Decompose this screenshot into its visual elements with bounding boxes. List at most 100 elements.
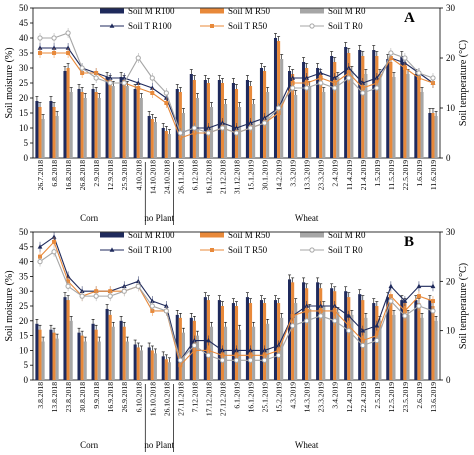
bar-soil-m-r0 xyxy=(55,116,59,158)
bar-soil-m-r0 xyxy=(139,98,143,158)
point-soil-t-r0 xyxy=(388,298,394,304)
bar-soil-m-r0 xyxy=(364,317,368,380)
bar-soil-m-r0 xyxy=(350,71,354,158)
legend-label: Soil T R50 xyxy=(228,21,268,31)
legend-label: Soil M R100 xyxy=(128,230,175,240)
point-soil-t-r100 xyxy=(262,115,267,120)
point-soil-t-r100 xyxy=(360,80,366,85)
bar-soil-m-r0 xyxy=(378,74,382,158)
point-soil-t-r0 xyxy=(219,125,226,131)
bar-soil-m-r50 xyxy=(80,335,84,380)
bar-soil-m-r100 xyxy=(400,300,404,380)
bar-soil-m-r50 xyxy=(417,80,421,158)
x-tick-label: 21.12.2018 xyxy=(218,160,227,194)
bar-soil-m-r100 xyxy=(358,50,362,158)
point-soil-t-r0 xyxy=(191,125,197,131)
x-tick-label: 27.12.2018 xyxy=(218,382,227,416)
bar-soil-m-r50 xyxy=(403,62,407,158)
y-tick-label: 40 xyxy=(19,257,29,267)
bar-soil-m-r0 xyxy=(238,107,242,158)
bar-soil-m-r50 xyxy=(347,297,351,380)
point-soil-t-r0 xyxy=(388,50,394,56)
point-soil-t-r0 xyxy=(233,357,240,363)
point-soil-t-r50 xyxy=(290,313,295,318)
x-tick-label: 14.10.2018 xyxy=(148,160,157,194)
point-soil-t-r50 xyxy=(38,51,43,55)
bar-soil-m-r0 xyxy=(308,308,312,380)
point-soil-t-r0 xyxy=(37,35,43,41)
y-tick-label: 20 xyxy=(19,316,29,326)
bar-soil-m-r100 xyxy=(302,282,306,380)
x-tick-label: 25.1.2019 xyxy=(261,382,270,413)
bar-soil-m-r0 xyxy=(252,104,256,158)
group-label: Corn xyxy=(80,213,99,223)
bar-soil-m-r100 xyxy=(133,89,137,158)
point-soil-t-r100 xyxy=(262,347,267,353)
bar-soil-m-r100 xyxy=(231,303,235,380)
bar-soil-m-r0 xyxy=(420,317,424,380)
legend-swatch xyxy=(300,232,324,238)
y-tick-label: 20 xyxy=(19,93,29,103)
bar-soil-m-r100 xyxy=(344,47,348,158)
bar-soil-m-r0 xyxy=(420,92,424,158)
point-soil-t-r0 xyxy=(37,259,43,265)
x-tick-label: 17.12.2018 xyxy=(204,382,213,416)
bar-soil-m-r0 xyxy=(434,116,438,158)
x-tick-label: 1.5.2019 xyxy=(373,160,382,187)
y2-tick-label: 10 xyxy=(446,326,456,336)
x-tick-label: 15.1.2019 xyxy=(247,160,256,191)
point-soil-t-r100 xyxy=(220,347,225,353)
legend-swatch xyxy=(200,8,224,14)
y2-axis-title: Soil temperature (°C) xyxy=(458,40,469,126)
bar-soil-m-r100 xyxy=(428,113,432,158)
bar-soil-m-r50 xyxy=(333,291,337,380)
x-tick-label: 11.6.2019 xyxy=(429,160,438,190)
bar-soil-m-r0 xyxy=(195,335,200,380)
bar-soil-m-r50 xyxy=(164,131,168,158)
bar-soil-m-r0 xyxy=(153,353,157,380)
y-tick-label: 35 xyxy=(19,271,29,281)
point-soil-t-r0 xyxy=(247,125,254,131)
bar-soil-m-r50 xyxy=(122,80,126,158)
bar-soil-m-r0 xyxy=(41,119,45,158)
point-soil-t-r100 xyxy=(304,303,310,308)
bar-soil-m-r100 xyxy=(231,83,235,158)
point-soil-t-r100 xyxy=(346,65,352,70)
group-label: Corn xyxy=(80,440,99,450)
bar-soil-m-r100 xyxy=(203,80,207,158)
point-soil-t-r0 xyxy=(177,357,183,363)
y-tick-label: 50 xyxy=(19,227,29,237)
x-tick-label: 26.10.2018 xyxy=(162,382,171,416)
point-soil-t-r0 xyxy=(261,357,268,363)
bar-soil-m-r100 xyxy=(77,89,81,158)
point-soil-t-r0 xyxy=(402,55,408,61)
bar-soil-m-r0 xyxy=(224,326,228,380)
x-tick-label: 16.1.2019 xyxy=(247,382,256,413)
point-soil-t-r0 xyxy=(416,303,422,309)
point-soil-t-r100 xyxy=(430,283,436,289)
point-soil-t-r0 xyxy=(163,308,169,314)
bar-soil-m-r100 xyxy=(344,291,348,380)
bar-soil-m-r100 xyxy=(273,38,278,158)
point-soil-t-r0 xyxy=(304,318,310,324)
bar-soil-m-r0 xyxy=(266,323,270,380)
x-tick-label: 12.4.2019 xyxy=(345,382,354,413)
point-soil-t-r100 xyxy=(234,125,239,130)
bar-soil-m-r0 xyxy=(252,326,256,380)
y-tick-label: 5 xyxy=(24,360,29,370)
point-soil-t-r0 xyxy=(121,288,127,294)
bar-soil-m-r0 xyxy=(336,311,340,380)
legend-swatch xyxy=(100,232,124,238)
legend-swatch xyxy=(300,8,324,14)
legend-label: Soil M R0 xyxy=(328,230,366,240)
x-tick-label: 11.5.2019 xyxy=(387,160,396,190)
bar-soil-m-r0 xyxy=(55,338,59,380)
bar-soil-m-r0 xyxy=(83,341,87,380)
bar-soil-m-r0 xyxy=(69,92,73,158)
point-soil-t-r100 xyxy=(51,45,57,50)
bar-soil-m-r50 xyxy=(108,80,112,158)
point-soil-t-r0 xyxy=(360,342,366,349)
x-tick-label: 15.2.2019 xyxy=(275,382,284,413)
bar-soil-m-r0 xyxy=(350,314,354,380)
